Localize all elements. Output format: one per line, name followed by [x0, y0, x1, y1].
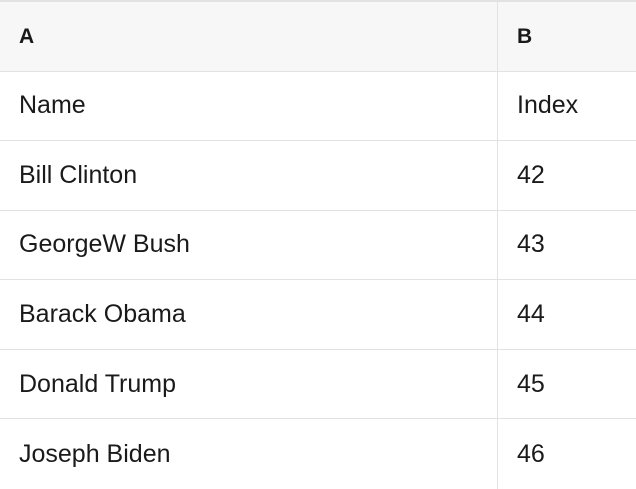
- table-row: Bill Clinton 42: [0, 141, 636, 211]
- column-header-b[interactable]: B: [497, 2, 636, 71]
- table-cell[interactable]: GeorgeW Bush: [19, 230, 190, 259]
- table-row: Barack Obama 44: [0, 280, 636, 350]
- table-cell[interactable]: 46: [497, 419, 636, 489]
- table-row: GeorgeW Bush 43: [0, 210, 636, 281]
- table-cell[interactable]: Donald Trump: [19, 369, 177, 398]
- table-cell[interactable]: Name: [19, 91, 86, 120]
- table-cell[interactable]: 45: [497, 349, 636, 419]
- column-header-a[interactable]: A: [19, 24, 35, 48]
- table-row: Name Index: [0, 71, 636, 142]
- table-cell[interactable]: Index: [497, 71, 636, 141]
- column-header-row: A B: [0, 2, 636, 72]
- table-row: Joseph Biden 46: [0, 419, 636, 489]
- table-cell[interactable]: 44: [497, 280, 636, 349]
- table-cell[interactable]: 43: [497, 210, 636, 280]
- table-cell[interactable]: 42: [497, 141, 636, 210]
- table-row: Donald Trump 45: [0, 349, 636, 420]
- table-cell[interactable]: Barack Obama: [19, 300, 186, 329]
- table-cell[interactable]: Bill Clinton: [19, 160, 138, 189]
- table-cell[interactable]: Joseph Biden: [19, 439, 171, 468]
